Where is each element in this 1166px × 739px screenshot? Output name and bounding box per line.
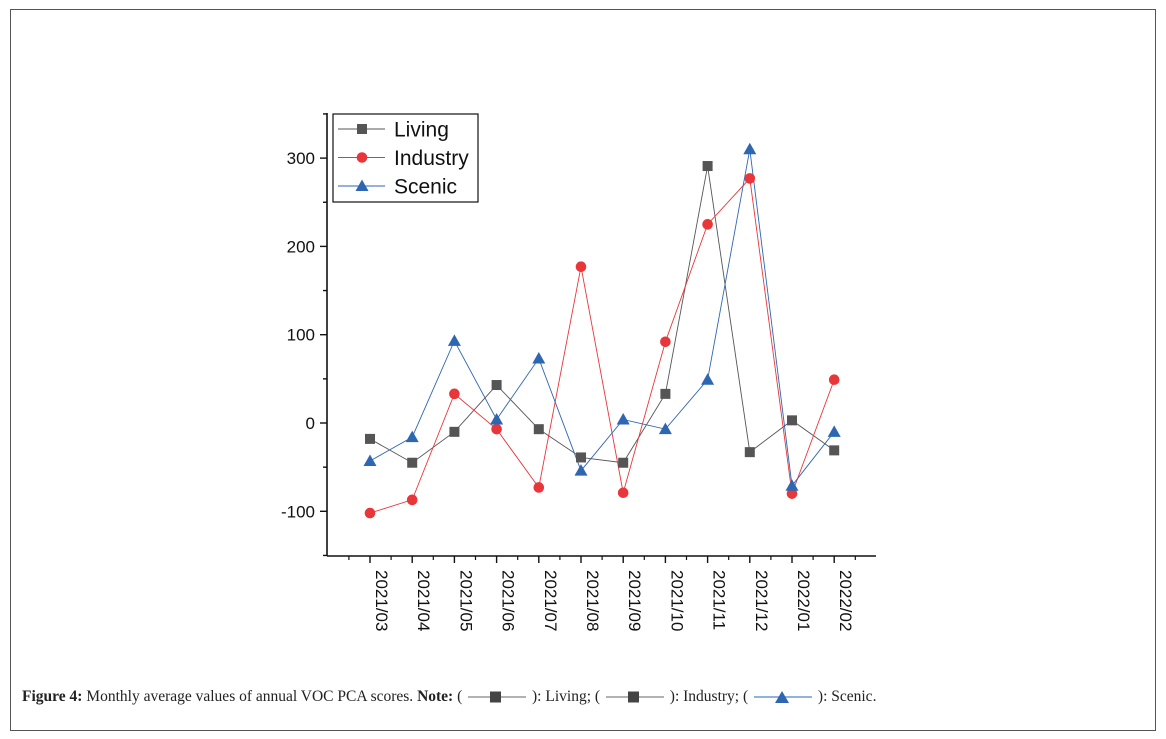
caption-label: Figure 4: <box>22 688 83 705</box>
y-tick-label: 0 <box>306 414 315 433</box>
scenic-point <box>490 412 504 425</box>
scenic-point <box>363 454 377 466</box>
caption-text: Monthly average values of annual VOC PCA… <box>86 688 414 705</box>
scenic-point <box>701 373 715 385</box>
x-tick-label: 2021/06 <box>499 570 518 631</box>
industry-point <box>406 494 418 506</box>
living-point <box>660 388 671 399</box>
living-point <box>576 452 586 463</box>
scenic-point <box>532 352 546 364</box>
industry-series-line <box>369 177 835 514</box>
living-point <box>702 161 713 172</box>
industry-point <box>575 261 587 273</box>
figure-frame <box>10 9 1156 731</box>
y-tick-label: 100 <box>287 326 315 345</box>
scenic-point <box>743 142 757 155</box>
legend-marker <box>357 124 367 134</box>
x-tick-label: 2022/02 <box>836 570 855 631</box>
living-point <box>618 457 629 468</box>
living-point <box>787 415 797 426</box>
caption-scenic-text: ): Scenic. <box>817 688 877 705</box>
caption-scenic-marker-icon <box>754 691 813 704</box>
living-point <box>365 433 375 444</box>
industry-point <box>744 173 756 184</box>
living-point <box>491 380 502 391</box>
legend-label: Scenic <box>394 176 457 199</box>
legend-label: Living <box>394 119 449 142</box>
industry-point <box>491 423 502 435</box>
caption-paren-open: ( <box>457 688 463 705</box>
living-series-line <box>369 165 835 464</box>
industry-point <box>617 487 629 499</box>
living-point <box>533 424 544 435</box>
living-point <box>744 447 755 458</box>
industry-point <box>786 488 798 499</box>
industry-point <box>533 482 545 493</box>
x-tick-label: 2021/12 <box>752 570 771 631</box>
legend-marker <box>356 152 368 163</box>
x-tick-label: 2021/03 <box>372 570 391 631</box>
scenic-point <box>405 430 419 443</box>
scenic-series-line <box>369 149 835 487</box>
caption-industry-text: ): Industry; ( <box>669 688 749 705</box>
x-tick-label: 2021/11 <box>710 570 729 630</box>
industry-point <box>828 374 840 386</box>
figure-caption: Figure 4: Monthly average values of annu… <box>22 688 1142 706</box>
legend-label: Industry <box>394 147 469 170</box>
line-chart: -100 0 100 200 300 2021/03 2021/04 2021/05 2021/… <box>281 113 876 631</box>
industry-point <box>364 507 376 519</box>
x-tick-label: 2022/01 <box>794 570 813 631</box>
industry-point <box>660 336 671 348</box>
industry-point <box>702 219 713 230</box>
x-tick-label: 2021/04 <box>414 570 433 631</box>
scenic-point <box>616 412 630 425</box>
caption-living-marker-icon <box>468 691 527 703</box>
scenic-point <box>658 422 672 435</box>
legend-marker <box>355 179 369 191</box>
x-tick-label: 2021/09 <box>625 570 644 631</box>
scenic-point <box>827 425 841 437</box>
living-point <box>829 445 840 456</box>
scenic-point <box>447 334 461 346</box>
living-point <box>449 426 460 437</box>
caption-living-text: ): Living; ( <box>532 688 601 705</box>
living-point <box>407 457 418 468</box>
x-tick-label: 2021/08 <box>583 570 602 631</box>
y-tick-label: 300 <box>287 149 315 168</box>
scenic-point <box>785 479 799 491</box>
caption-industry-marker-icon <box>605 691 664 703</box>
x-tick-label: 2021/07 <box>541 570 560 631</box>
x-tick-label: 2021/10 <box>667 570 686 631</box>
y-tick-label: 200 <box>287 237 315 256</box>
y-tick-label: -100 <box>281 502 315 521</box>
plot-area: -100 0 100 200 300 2021/03 2021/04 2021/05 2021/… <box>281 113 876 631</box>
industry-point <box>449 388 460 400</box>
note-label: Note: <box>417 688 454 705</box>
x-tick-label: 2021/05 <box>456 570 475 631</box>
scenic-point <box>574 464 588 476</box>
